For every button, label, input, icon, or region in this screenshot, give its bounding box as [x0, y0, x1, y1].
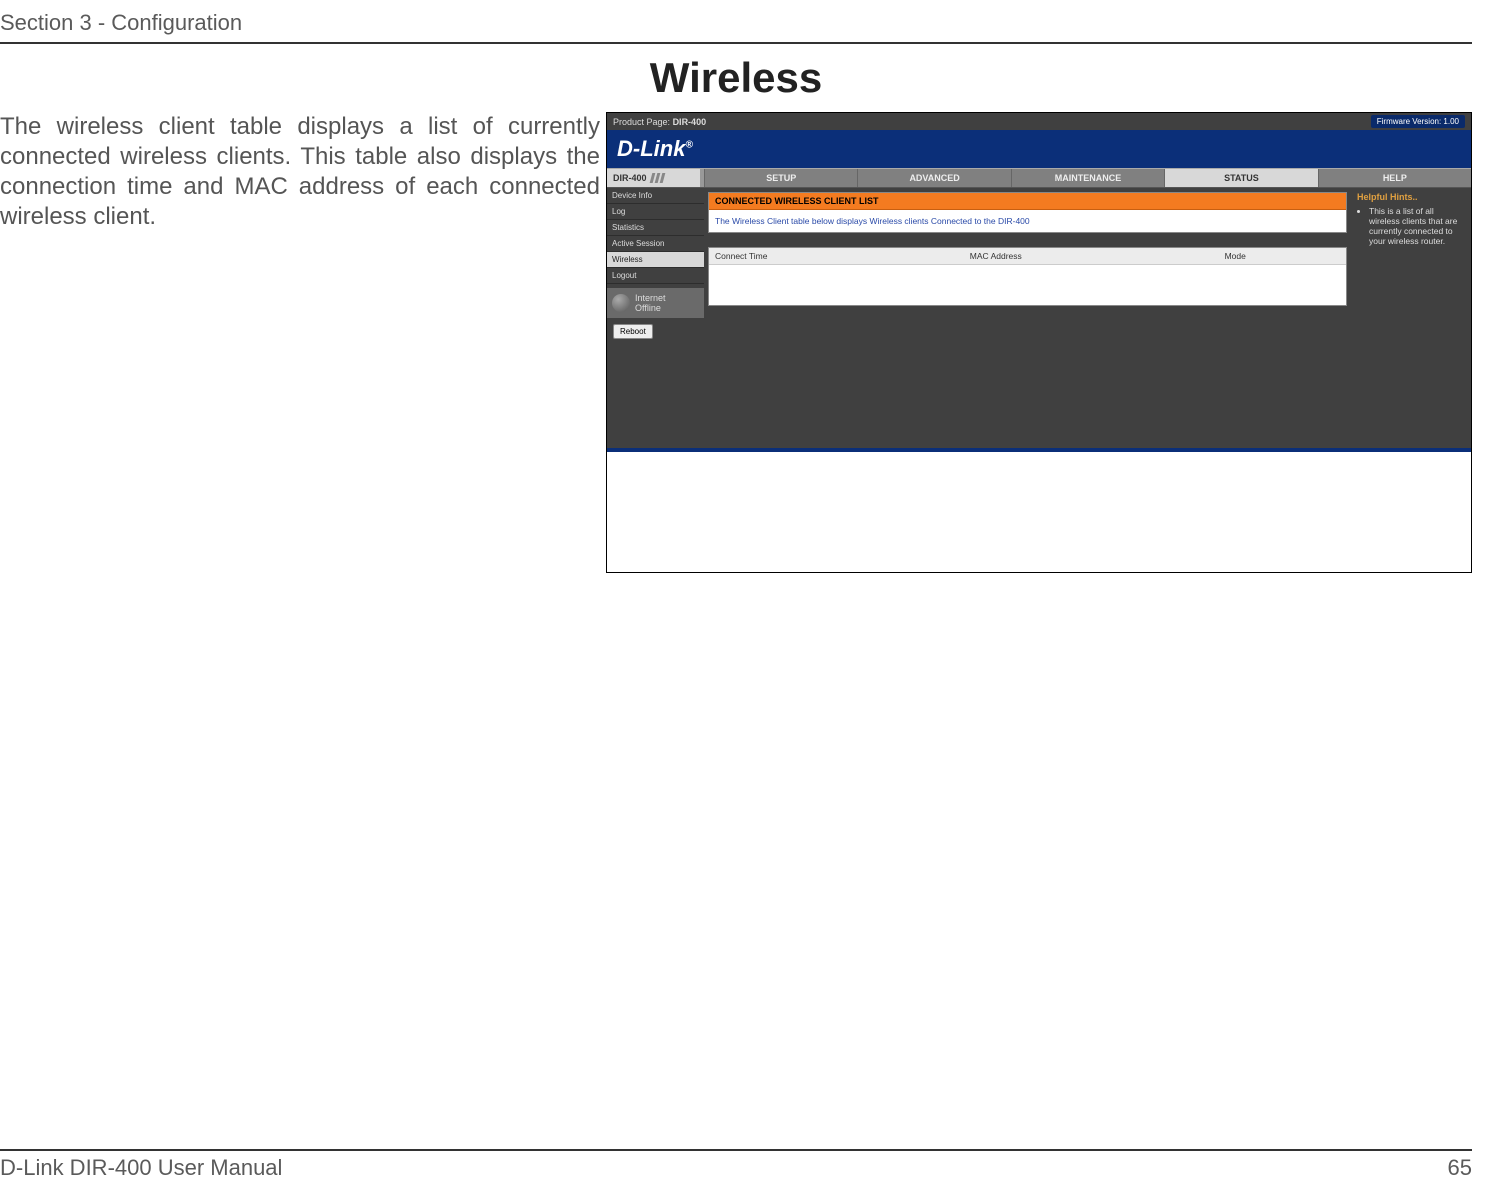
model-text: DIR-400	[613, 173, 647, 183]
hints-bullet: This is a list of all wireless clients t…	[1369, 206, 1465, 246]
sidebar-item-statistics[interactable]: Statistics	[607, 220, 704, 236]
hints-title: Helpful Hints..	[1357, 192, 1465, 202]
tab-setup[interactable]: SETUP	[704, 169, 857, 187]
logo-trademark: ®	[685, 140, 692, 151]
sidebar-item-logout[interactable]: Logout	[607, 268, 704, 284]
col-mac-address: MAC Address	[964, 248, 1219, 264]
col-connect-time: Connect Time	[709, 248, 964, 264]
client-list-panel: CONNECTED WIRELESS CLIENT LIST The Wirel…	[708, 192, 1347, 233]
sidebar-item-active-session[interactable]: Active Session	[607, 236, 704, 252]
main-panel-area: CONNECTED WIRELESS CLIENT LIST The Wirel…	[704, 188, 1351, 448]
tab-status[interactable]: STATUS	[1164, 169, 1317, 187]
page-number: 65	[1448, 1155, 1472, 1181]
tab-advanced[interactable]: ADVANCED	[857, 169, 1010, 187]
globe-icon	[612, 294, 630, 312]
product-model-text: DIR-400	[673, 117, 707, 127]
internet-status: Internet Offline	[607, 288, 704, 318]
reboot-button[interactable]: Reboot	[613, 324, 653, 339]
client-table: Connect Time MAC Address Mode	[708, 247, 1347, 306]
footer-left: D-Link DIR-400 User Manual	[0, 1155, 282, 1181]
sidebar-item-wireless[interactable]: Wireless	[607, 252, 704, 268]
dlink-logo: D-Link®	[607, 130, 1471, 168]
model-stripes-icon	[651, 173, 664, 183]
router-screenshot: Product Page: DIR-400 Firmware Version: …	[606, 112, 1472, 573]
product-page-label: Product Page: DIR-400	[613, 117, 706, 127]
section-header: Section 3 - Configuration	[0, 10, 1472, 42]
sidebar-item-log[interactable]: Log	[607, 204, 704, 220]
product-label-text: Product Page:	[613, 117, 670, 127]
sidebar-item-device-info[interactable]: Device Info	[607, 188, 704, 204]
panel-description: The Wireless Client table below displays…	[709, 210, 1346, 232]
col-mode: Mode	[1219, 248, 1346, 264]
sidebar: Device Info Log Statistics Active Sessio…	[607, 188, 704, 448]
top-rule	[0, 42, 1472, 44]
internet-state: Offline	[635, 303, 666, 313]
logo-text: D-Link	[617, 136, 685, 161]
firmware-version: Firmware Version: 1.00	[1371, 115, 1465, 128]
panel-title: CONNECTED WIRELESS CLIENT LIST	[709, 193, 1346, 210]
table-header-row: Connect Time MAC Address Mode	[709, 248, 1346, 265]
table-body-empty	[709, 265, 1346, 305]
bottom-rule	[0, 1149, 1472, 1151]
tab-help[interactable]: HELP	[1318, 169, 1471, 187]
page-title: Wireless	[0, 54, 1472, 102]
internet-label: Internet	[635, 293, 666, 303]
model-label: DIR-400	[607, 169, 704, 187]
body-paragraph: The wireless client table displays a lis…	[0, 112, 600, 573]
tab-maintenance[interactable]: MAINTENANCE	[1011, 169, 1164, 187]
helpful-hints-panel: Helpful Hints.. This is a list of all wi…	[1351, 188, 1471, 448]
router-blank-area	[607, 452, 1471, 572]
